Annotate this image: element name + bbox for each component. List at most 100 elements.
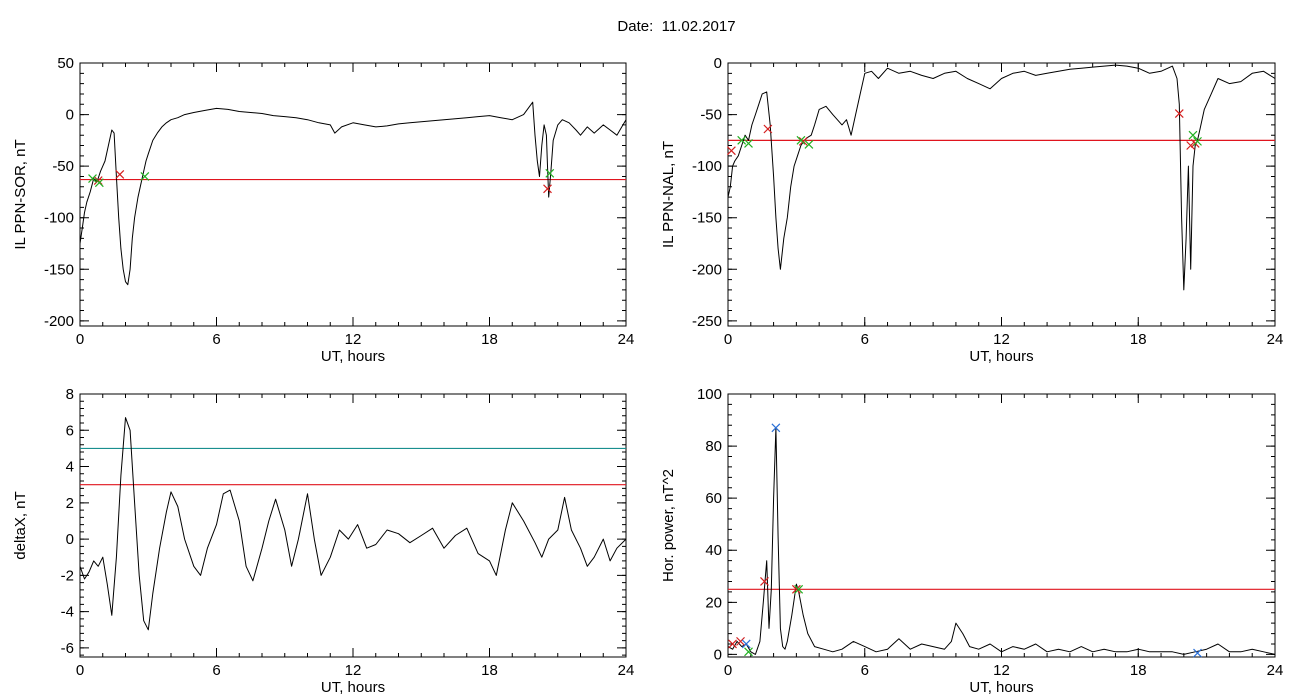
plot-frame: [79, 393, 627, 658]
x-tick-label: 0: [724, 331, 732, 348]
series-line: [727, 64, 1276, 291]
y-tick-label: -100: [692, 158, 722, 175]
marker-red: [93, 176, 103, 186]
x-axis-label: UT, hours: [969, 679, 1033, 696]
x-tick-label: 0: [76, 662, 84, 679]
marker-red: [736, 636, 745, 646]
marker-blue: [741, 639, 751, 649]
minor-ticks: [727, 393, 1276, 657]
marker-red: [1174, 109, 1184, 118]
y-axis-label: Hor. power, nT^2: [660, 469, 677, 582]
plot-frame: [727, 393, 1276, 658]
y-tick-label: 60: [705, 490, 722, 507]
y-tick-label: 0: [66, 531, 74, 548]
marker-green: [545, 168, 555, 178]
plot-frame: [727, 62, 1276, 327]
x-axis-label: UT, hours: [969, 348, 1033, 365]
marker-green: [1188, 130, 1198, 140]
series-line: [79, 417, 627, 631]
x-axis-label: UT, hours: [321, 679, 385, 696]
y-tick-label: -100: [44, 210, 74, 227]
x-tick-label: 0: [76, 331, 84, 348]
y-axis-label: deltaX, nT: [12, 491, 29, 559]
x-tick-label: 24: [618, 331, 635, 348]
y-tick-label: 2: [66, 495, 74, 512]
marker-green: [140, 172, 150, 181]
marker-blue: [1193, 648, 1202, 658]
marker-green: [1193, 136, 1202, 146]
marker-red: [728, 639, 737, 649]
marker-red: [791, 584, 801, 594]
panel-power: 0 6 12 18 24 100 80 60 40 20 0 UT, hours Hor. power,…: [660, 386, 1283, 696]
marker-green: [94, 178, 104, 188]
y-axis-label: IL PPN-NAL, nT: [660, 141, 677, 248]
y-tick-label: -200: [692, 261, 722, 278]
y-tick-label: 0: [714, 55, 722, 72]
y-tick-label: 0: [66, 107, 74, 124]
marker-red: [1186, 141, 1196, 150]
x-tick-label: 12: [993, 662, 1010, 679]
x-tick-label: 6: [212, 331, 220, 348]
plot-frame: [79, 62, 627, 327]
marker-green: [794, 584, 804, 594]
marker-red: [763, 124, 773, 134]
y-tick-label: 20: [705, 594, 722, 611]
x-tick-label: 6: [212, 662, 220, 679]
y-tick-label: 4: [66, 459, 74, 476]
minor-ticks: [79, 62, 627, 326]
x-tick-label: 18: [481, 662, 498, 679]
y-tick-label: -50: [700, 107, 722, 124]
series-line: [79, 101, 627, 286]
minor-ticks: [79, 394, 627, 657]
panel-deltax: 0 6 12 18 24 8 6 4 2 0 -2 -4 -6 UT, hours deltaX, nT: [12, 386, 634, 696]
x-tick-label: 24: [1267, 662, 1284, 679]
x-tick-label: 12: [345, 662, 362, 679]
y-tick-label: 50: [57, 55, 74, 72]
x-tick-label: 6: [861, 662, 869, 679]
x-tick-label: 0: [724, 662, 732, 679]
x-tick-label: 18: [481, 331, 498, 348]
marker-red: [543, 184, 552, 194]
y-tick-label: -250: [692, 313, 722, 330]
marker-red: [760, 577, 769, 586]
x-tick-label: 12: [345, 331, 362, 348]
y-tick-label: -4: [61, 604, 74, 621]
x-tick-label: 24: [1267, 331, 1284, 348]
x-tick-label: 6: [861, 331, 869, 348]
x-tick-label: 18: [1130, 662, 1147, 679]
page-title: Date: 11.02.2017: [0, 18, 1300, 35]
x-axis-label: UT, hours: [321, 348, 385, 365]
marker-green: [796, 135, 806, 145]
y-tick-label: 0: [714, 646, 722, 663]
y-tick-label: -6: [61, 640, 74, 657]
date-value: 11.02.2017: [661, 18, 736, 35]
date-label: Date:: [617, 18, 654, 35]
panel-sor: 0 6 12 18 24 50 0 -50 -100 -150 -200 UT, hours IL PP…: [12, 55, 634, 365]
series-line: [727, 427, 1276, 655]
marker-green: [804, 140, 814, 149]
marker-green: [737, 135, 747, 145]
y-tick-label: -2: [61, 567, 74, 584]
marker-red: [726, 146, 736, 156]
minor-ticks: [727, 62, 1276, 326]
y-tick-label: -150: [692, 210, 722, 227]
y-tick-label: 80: [705, 438, 722, 455]
marker-blue: [771, 423, 781, 433]
marker-red: [115, 169, 125, 179]
y-tick-label: -150: [44, 261, 74, 278]
y-tick-label: -200: [44, 313, 74, 330]
y-tick-label: 6: [66, 422, 74, 439]
panel-nal: 0 6 12 18 24 0 -50 -100 -150 -200 -250 UT, hours IL …: [660, 55, 1283, 365]
marker-green: [744, 139, 753, 148]
x-tick-label: 12: [993, 331, 1010, 348]
y-tick-label: 100: [697, 386, 722, 403]
x-tick-label: 24: [618, 662, 635, 679]
marker-red: [798, 136, 808, 146]
x-tick-label: 18: [1130, 331, 1147, 348]
marker-green: [744, 647, 753, 657]
y-tick-label: -50: [52, 158, 74, 175]
y-axis-label: IL PPN-SOR, nT: [12, 139, 29, 249]
y-tick-label: 8: [66, 386, 74, 403]
marker-green: [88, 174, 97, 183]
